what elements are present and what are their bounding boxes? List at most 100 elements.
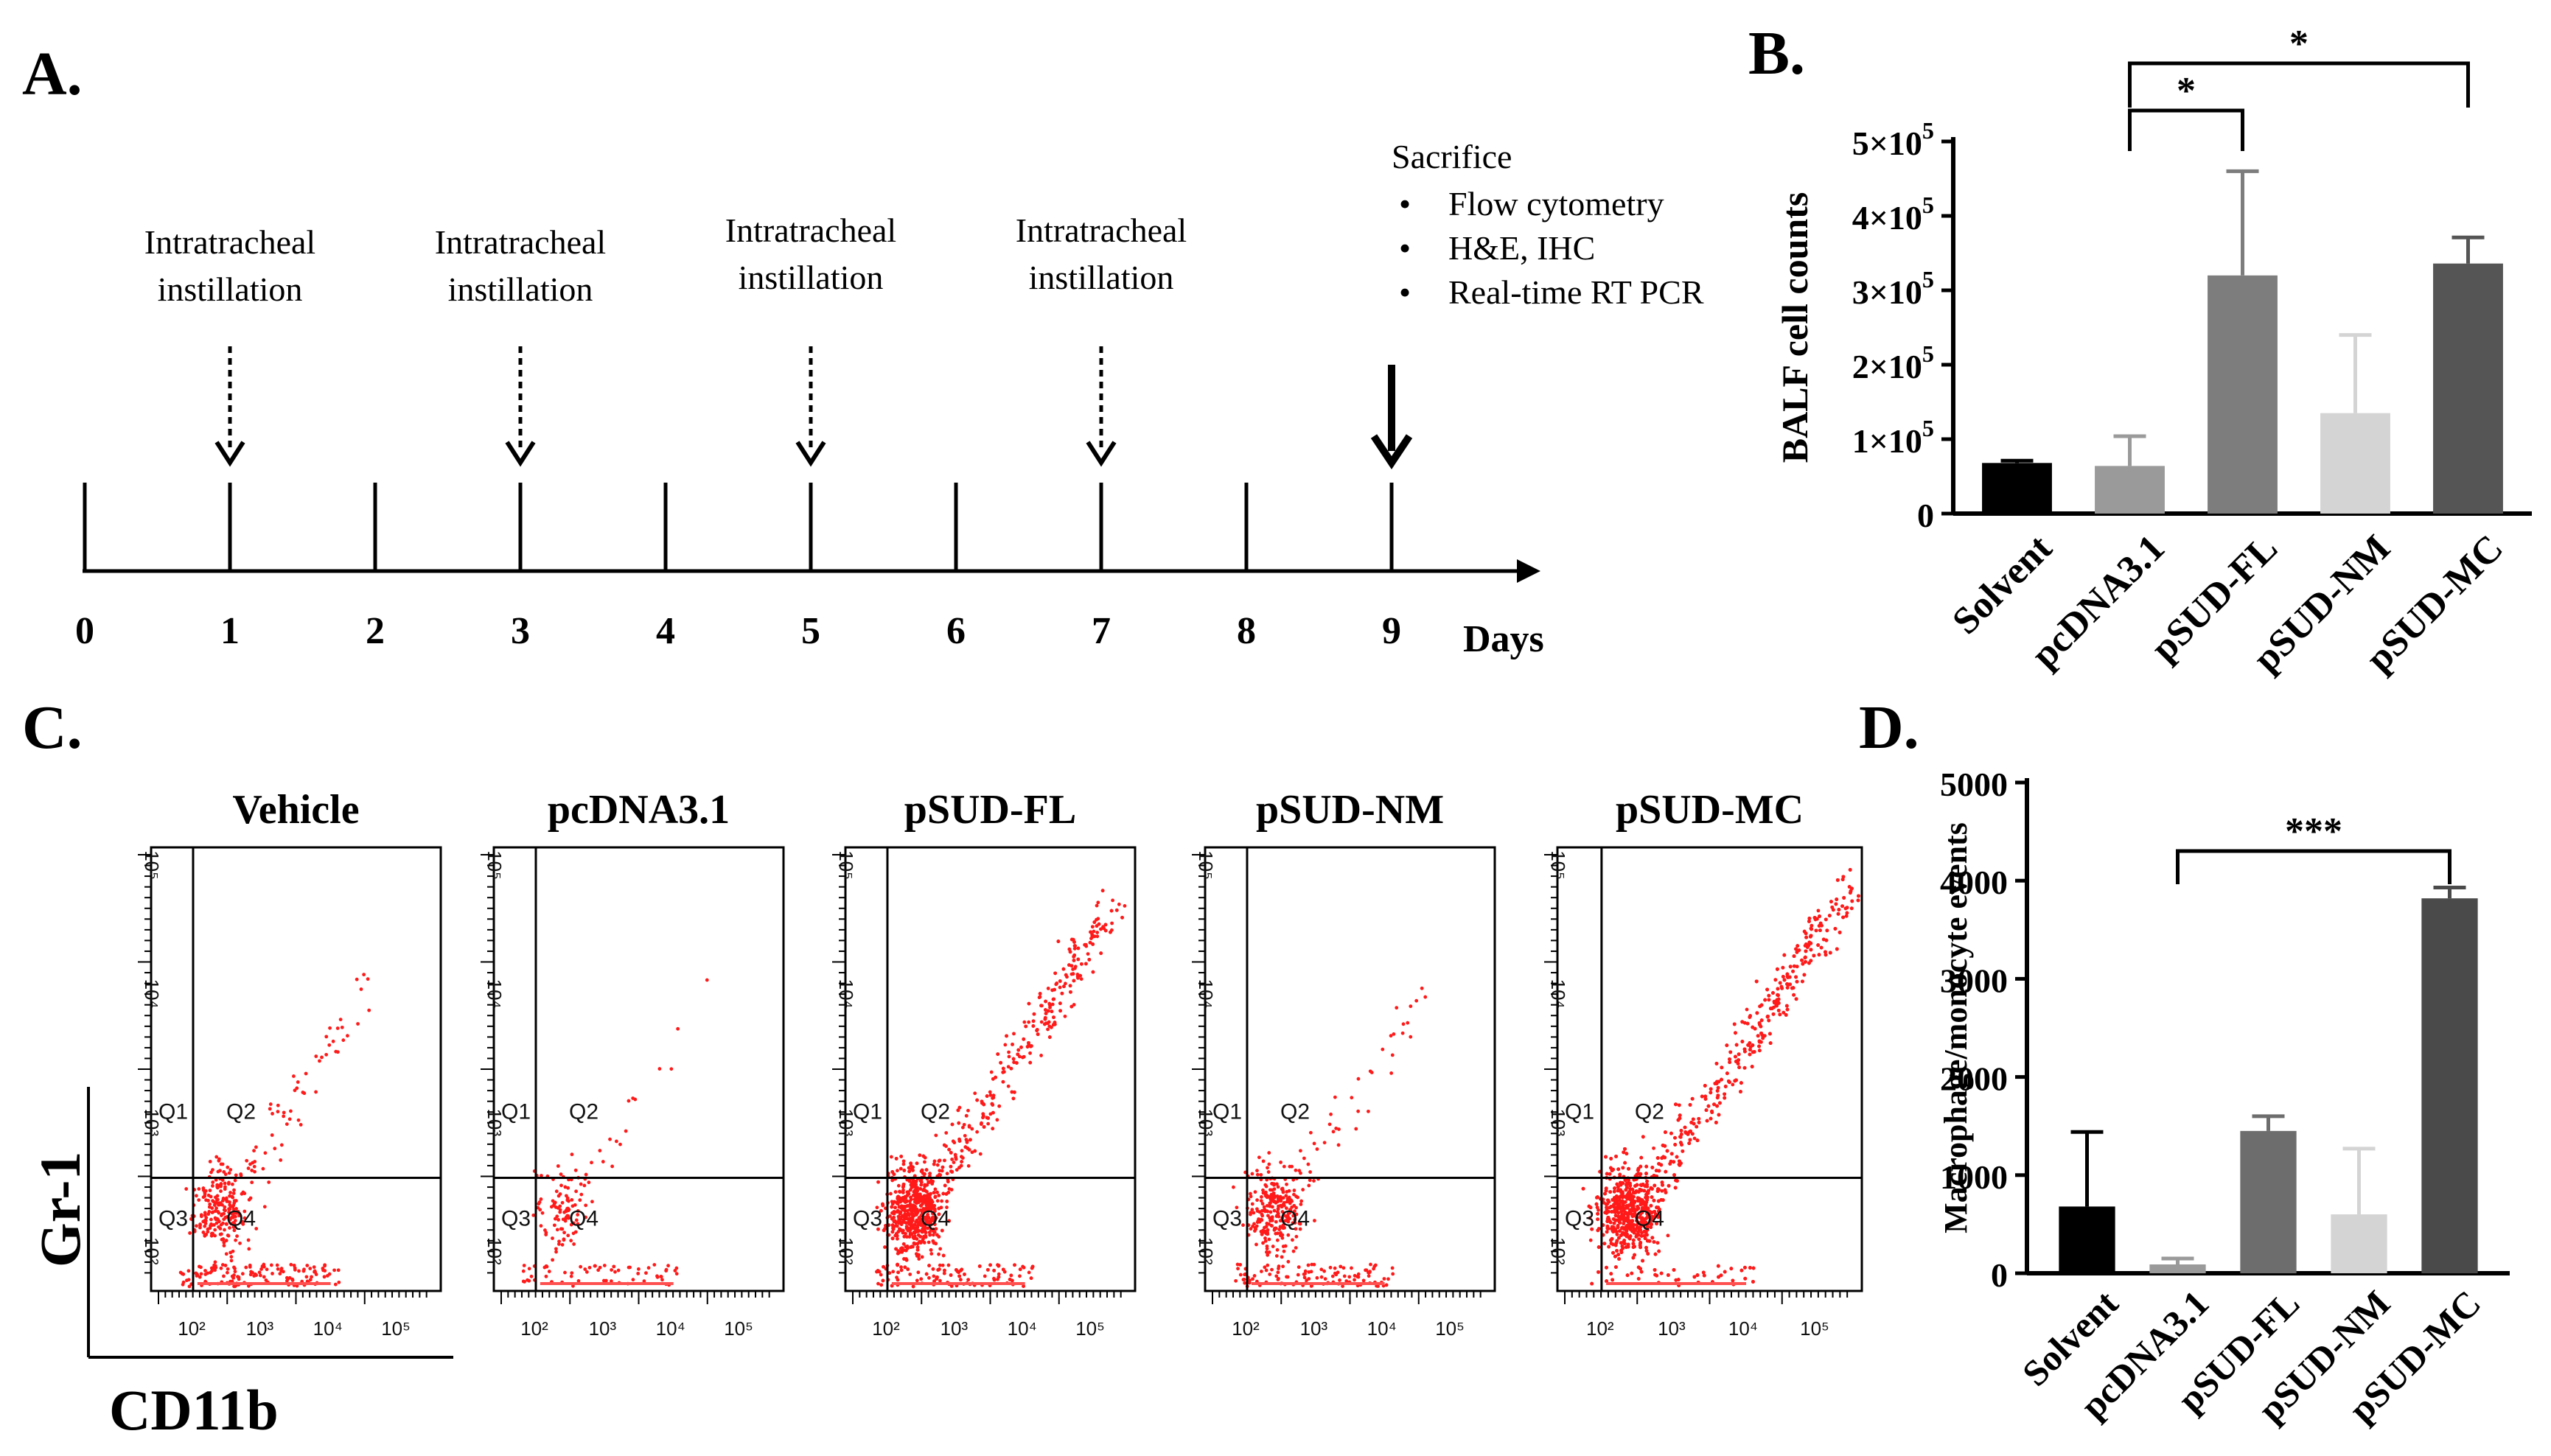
event-dot	[1009, 1066, 1013, 1071]
event-dot	[1644, 1245, 1648, 1250]
event-dot	[308, 1267, 313, 1270]
y-tick-label: 10²	[1195, 1237, 1217, 1265]
event-dot	[215, 1197, 220, 1202]
event-dot	[919, 1223, 924, 1228]
event-dot	[609, 1279, 613, 1284]
quadrant-label: Q4	[1280, 1206, 1310, 1231]
event-dot	[1011, 1042, 1014, 1046]
event-dot	[1776, 1008, 1781, 1012]
event-dot	[544, 1274, 548, 1278]
event-dot	[918, 1208, 923, 1212]
event-dot	[211, 1168, 214, 1172]
event-dot	[223, 1228, 226, 1232]
event-dot	[1260, 1232, 1264, 1236]
event-dot	[529, 1274, 534, 1278]
event-dot	[1263, 1190, 1268, 1194]
event-dot	[926, 1213, 929, 1217]
flow-plot-title: Vehicle	[232, 787, 359, 833]
event-dot	[237, 1277, 241, 1281]
event-dot	[932, 1241, 936, 1245]
event-dot	[254, 1227, 259, 1231]
event-dot	[952, 1161, 956, 1164]
day-label: 7	[1092, 610, 1111, 652]
event-dot	[1308, 1178, 1312, 1183]
event-dot	[203, 1211, 207, 1215]
event-dot	[943, 1268, 946, 1273]
event-dot	[1836, 911, 1840, 916]
event-dot	[1299, 1203, 1303, 1206]
event-dot	[262, 1205, 267, 1209]
event-dot	[1792, 993, 1796, 997]
event-dot	[1072, 947, 1077, 951]
event-dot	[991, 1103, 995, 1107]
x-tick-label: 10²	[1232, 1317, 1260, 1340]
event-dot	[558, 1208, 562, 1212]
event-dot	[356, 1022, 360, 1026]
event-dot	[932, 1191, 936, 1194]
event-dot	[218, 1226, 223, 1231]
event-dot	[1061, 967, 1066, 971]
event-dot	[232, 1265, 236, 1270]
event-dot	[1717, 1113, 1721, 1117]
event-dot	[366, 977, 370, 981]
event-dot	[1288, 1164, 1292, 1169]
quadrant-label: Q2	[1280, 1099, 1310, 1124]
event-dot	[1261, 1159, 1266, 1163]
event-dot	[222, 1211, 226, 1216]
event-dot	[902, 1205, 907, 1208]
x-tick-label: 10²	[872, 1317, 900, 1340]
event-dot	[894, 1224, 898, 1228]
event-dot	[908, 1273, 912, 1276]
event-dot	[962, 1122, 966, 1127]
event-dot	[946, 1263, 951, 1267]
event-dot	[1044, 1008, 1047, 1012]
event-dot	[1627, 1236, 1632, 1241]
y-tick-label: 10³	[1195, 1108, 1217, 1136]
event-dot	[553, 1200, 557, 1205]
event-dot	[547, 1270, 551, 1273]
significance-bracket	[2128, 108, 2244, 151]
event-dot	[938, 1263, 942, 1267]
event-dot	[1053, 971, 1058, 976]
event-dot	[1016, 1052, 1020, 1057]
x-tick-label: 10³	[589, 1317, 617, 1340]
event-dot	[898, 1217, 903, 1221]
event-dot	[1260, 1212, 1264, 1217]
event-dot	[1420, 986, 1424, 990]
event-dot	[1364, 1268, 1367, 1273]
dashed-arrow-head	[214, 441, 245, 467]
event-dot	[1732, 1022, 1737, 1026]
event-dot	[922, 1199, 926, 1203]
event-dot	[1095, 924, 1099, 928]
event-dot	[928, 1192, 932, 1197]
event-dot	[313, 1269, 317, 1273]
event-dot	[299, 1123, 303, 1127]
event-dot	[973, 1149, 977, 1153]
event-dot	[935, 1199, 940, 1203]
event-dot	[554, 1250, 558, 1254]
event-dot	[982, 1102, 986, 1107]
event-dot	[1250, 1172, 1254, 1176]
event-dot	[199, 1272, 203, 1276]
event-dot	[1063, 1014, 1067, 1018]
event-dot	[252, 1164, 257, 1169]
event-dot	[228, 1191, 232, 1194]
event-dot	[1259, 1172, 1263, 1177]
event-dot	[1292, 1192, 1296, 1197]
event-dot	[1285, 1182, 1288, 1186]
x-tick-label: 10⁵	[381, 1317, 411, 1340]
event-dot	[195, 1272, 199, 1276]
event-dot	[1286, 1259, 1291, 1264]
event-dot	[1323, 1277, 1327, 1281]
event-dot	[1285, 1200, 1289, 1204]
event-dot	[186, 1269, 191, 1273]
event-dot	[960, 1160, 964, 1163]
event-dot	[992, 1268, 997, 1273]
event-dot	[900, 1250, 904, 1254]
instillation-label: Intratracheal	[1016, 211, 1187, 249]
event-dot	[221, 1197, 226, 1200]
event-dot	[1319, 1267, 1324, 1272]
y-tick-label: 10²	[141, 1237, 163, 1265]
event-dot	[908, 1233, 912, 1236]
flow-plot-title: pSUD-FL	[904, 787, 1076, 833]
